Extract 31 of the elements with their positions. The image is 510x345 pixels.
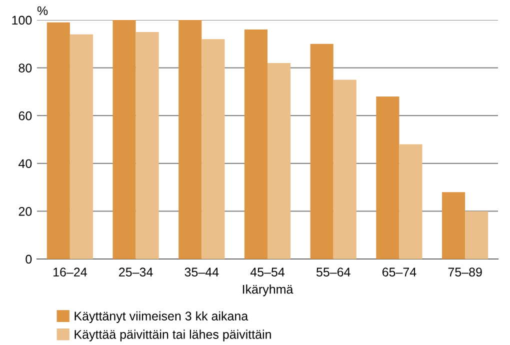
x-tick-label: 45–54 [250, 268, 285, 277]
bar [244, 30, 268, 259]
x-tick-label: 75–89 [448, 268, 482, 277]
x-tick-label: 25–34 [119, 268, 153, 277]
x-tick-label: 16–24 [54, 268, 87, 277]
bar [465, 211, 488, 259]
x-tick-label: 65–74 [382, 268, 416, 277]
x-tick-label: 35–44 [184, 268, 219, 277]
bar [202, 39, 225, 259]
bar [268, 63, 291, 259]
x-axis-title: Ikäryhmä [242, 284, 294, 296]
bar [136, 32, 159, 259]
legend-label: Käyttänyt viimeisen 3 kk aikana [74, 311, 248, 323]
x-tick-label: 55–64 [316, 268, 350, 277]
y-tick-label: 60 [18, 111, 32, 120]
bar [376, 96, 400, 259]
legend-label: Käyttää päivittäin tai lähes päivittäin [74, 330, 271, 342]
bar [46, 22, 70, 259]
bar [310, 44, 334, 259]
bar [112, 20, 136, 259]
bar [178, 20, 202, 259]
y-tick-label: 80 [18, 64, 32, 72]
y-tick-label: 40 [18, 159, 32, 168]
bar [442, 192, 466, 259]
y-tick-label: 20 [18, 207, 32, 216]
bar [70, 34, 93, 259]
bar [333, 80, 356, 259]
y-axis-title: % [37, 6, 48, 16]
bar [399, 144, 422, 259]
y-tick-label: 100 [12, 16, 32, 25]
y-tick-label: 0 [26, 254, 32, 264]
